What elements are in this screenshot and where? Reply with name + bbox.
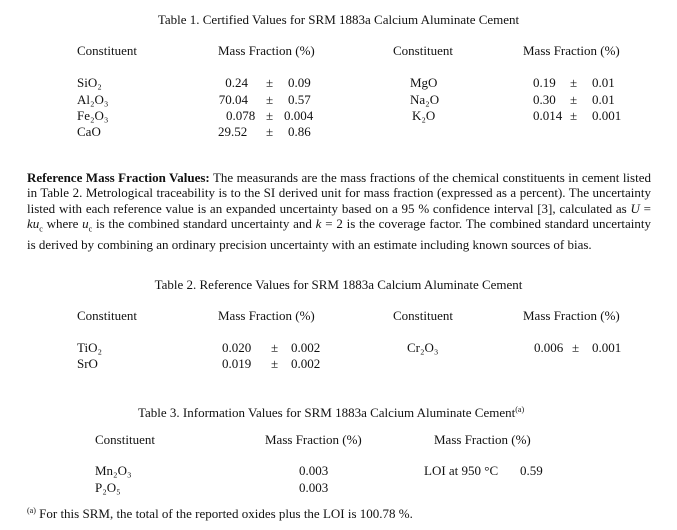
uncertainty: 0.01 [592,75,615,90]
table1-title: Table 1. Certified Values for SRM 1883a … [0,12,677,28]
constituent: SrO [77,356,98,371]
table2-title: Table 2. Reference Values for SRM 1883a … [0,277,677,293]
footnote-ref: (a) [515,405,525,414]
symbol-ku: ku [27,216,40,232]
table1-header-constituent-2: Constituent [393,43,453,58]
plus-minus: ± [266,108,274,123]
plus-minus: ± [271,340,279,355]
constituent: MgO [410,75,438,90]
plus-minus: ± [266,124,274,139]
loi-label: LOI at 950 °C [424,463,499,478]
plus-minus: ± [570,75,578,90]
constituent: CaO [77,124,101,139]
uncertainty: 0.09 [288,75,311,90]
constituent: TiO₂ [77,340,103,355]
subscript-c: c [39,224,43,234]
symbol-u: u [82,216,89,232]
constituent: Al₂O₃ [77,92,109,107]
symbol-U: U [630,200,640,216]
reference-text: = 2 is the coverage factor. The combined… [27,216,651,253]
equals: = [639,200,651,216]
uncertainty: 0.004 [284,108,314,123]
table2-header-mass-fraction-2: Mass Fraction (%) [523,308,620,323]
subscript-c: c [88,224,93,234]
table3-title: Table 3. Information Values for SRM 1883… [138,402,524,421]
reference-text: is the combined standard uncertainty and [92,216,316,232]
uncertainty: 0.001 [592,108,622,123]
value: 0.006 [534,340,564,355]
table3-header-constituent: Constituent [95,432,155,447]
footnote: (a) For this SRM, the total of the repor… [27,503,413,522]
reference-text: The measurands are the mass fractions of… [27,170,651,216]
uncertainty: 0.002 [291,356,321,371]
value: 0.30 [533,92,556,107]
constituent: Na₂O [410,92,440,107]
table1-header-constituent: Constituent [77,43,137,58]
footnote-text: For this SRM, the total of the reported … [35,506,413,521]
constituent: Fe₂O₃ [77,108,109,123]
plus-minus: ± [266,92,274,107]
uncertainty: 0.57 [288,92,311,107]
reference-heading: Reference Mass Fraction Values: [27,170,210,185]
table3-header-mass-fraction-2: Mass Fraction (%) [434,432,531,447]
reference-text: where [42,216,83,232]
uncertainty: 0.01 [592,92,615,107]
table1-header-mass-fraction: Mass Fraction (%) [218,43,315,58]
value: 70.04 [218,92,248,107]
uncertainty: 0.86 [288,124,311,139]
constituent: SiO₂ [77,75,102,90]
constituent: P₂O₅ [95,480,121,495]
uncertainty: 0.001 [592,340,622,355]
table3-header-mass-fraction: Mass Fraction (%) [265,432,362,447]
value: 0.003 [299,463,329,478]
table2-header-constituent-2: Constituent [393,308,453,323]
value: 29.52 [218,124,248,139]
loi-value: 0.59 [520,463,543,478]
table2-title-text: Table 2. Reference Values for SRM 1883a … [154,277,523,292]
plus-minus: ± [570,92,578,107]
symbol-k: k [315,216,322,232]
plus-minus: ± [266,75,274,90]
footnote-mark: (a) [27,506,36,515]
constituent: Cr₂O₃ [407,340,439,355]
value: 0.24 [225,75,248,90]
plus-minus: ± [572,340,580,355]
table2-header-constituent: Constituent [77,308,137,323]
table1-title-text: Table 1. Certified Values for SRM 1883a … [157,12,520,27]
value: 0.019 [222,356,252,371]
table1-header-mass-fraction-2: Mass Fraction (%) [523,43,620,58]
constituent: K₂O [412,108,436,123]
plus-minus: ± [271,356,279,371]
value: 0.020 [222,340,252,355]
reference-paragraph: Reference Mass Fraction Values: The meas… [27,170,651,253]
uncertainty: 0.002 [291,340,321,355]
plus-minus: ± [570,108,578,123]
table3-title-text: Table 3. Information Values for SRM 1883… [138,405,516,420]
value: 0.19 [533,75,556,90]
value: 0.014 [533,108,563,123]
value: 0.003 [299,480,329,495]
table2-header-mass-fraction: Mass Fraction (%) [218,308,315,323]
constituent: Mn₂O₃ [95,463,132,478]
value: 0.078 [226,108,256,123]
